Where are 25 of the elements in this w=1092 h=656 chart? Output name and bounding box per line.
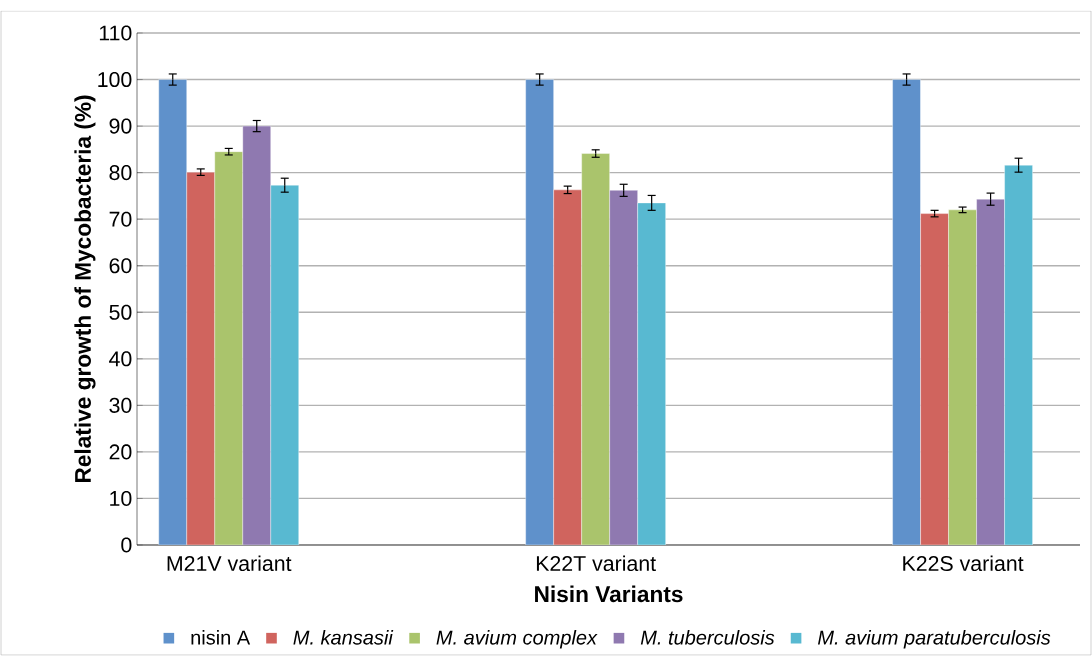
y-tick-label: 50 — [109, 304, 132, 320]
y-tick-label: 40 — [109, 351, 132, 367]
legend-label: M. tuberculosis — [640, 629, 775, 645]
y-axis-title: Relative growth of Mycobacteria (%) — [74, 95, 96, 483]
y-tick-label: 60 — [109, 258, 132, 274]
x-axis-title: Nisin Variants — [535, 585, 683, 603]
y-tick-label: 80 — [109, 165, 132, 181]
x-tick-label: K22S variant — [903, 555, 1024, 572]
y-tick-label: 10 — [110, 490, 132, 506]
legend-label: M. kansasii — [293, 629, 394, 645]
bar — [525, 79, 554, 545]
y-tick-label: 110 — [99, 25, 132, 41]
y-tick-label: 0 — [121, 537, 132, 553]
y-tick-label: 20 — [109, 444, 132, 460]
bar — [158, 79, 187, 545]
y-tick-label: 70 — [109, 211, 132, 227]
x-tick-label: K22T variant — [536, 555, 656, 572]
x-tick-label: M21V variant — [167, 555, 292, 572]
y-tick-label: 90 — [109, 118, 132, 134]
legend-label: M. avium paratuberculosis — [817, 629, 1051, 649]
legend-label: nisin A — [191, 629, 251, 645]
bar — [892, 79, 921, 545]
y-tick-label: 100 — [98, 71, 132, 88]
legend-label: M. avium complex — [436, 629, 598, 649]
y-tick-label: 30 — [109, 397, 132, 413]
